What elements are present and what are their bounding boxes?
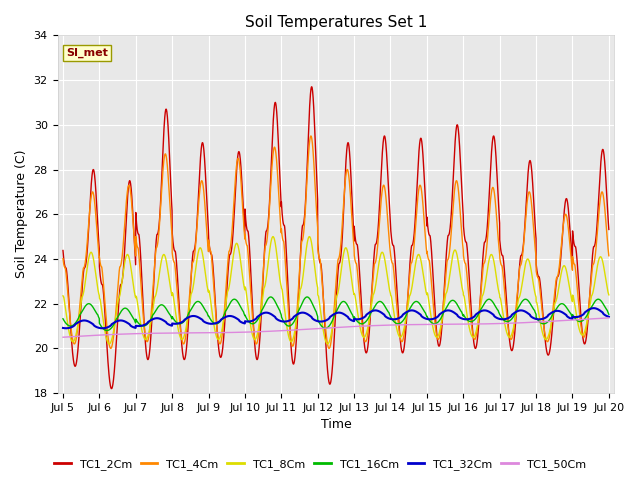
Line: TC1_8Cm: TC1_8Cm [63,237,609,344]
TC1_16Cm [316,321,323,326]
TC1_2Cm [316,259,323,264]
TC1_16Cm [428,320,436,326]
TC1_16Cm [490,300,497,306]
TC1_8Cm [157,259,165,265]
TC1_16Cm [605,311,612,316]
TC1_4Cm [490,185,497,191]
TC1_4Cm [458,238,466,244]
TC1_50Cm [489,321,497,326]
TC1_4Cm [605,248,612,254]
TC1_50Cm [458,321,466,327]
TC1_32Cm [316,319,323,324]
TC1_16Cm [59,316,67,322]
TC1_2Cm [108,386,115,392]
TC1_2Cm [490,133,497,139]
TC1_50Cm [605,315,612,321]
TC1_16Cm [157,302,165,308]
TC1_32Cm [490,312,497,317]
TC1_50Cm [59,335,67,340]
TC1_4Cm [157,194,165,200]
TC1_16Cm [267,294,275,300]
TC1_2Cm [59,248,67,253]
TC1_50Cm [428,322,436,327]
Title: Soil Temperatures Set 1: Soil Temperatures Set 1 [244,15,427,30]
TC1_2Cm [605,219,612,225]
TC1_2Cm [157,187,165,192]
TC1_4Cm [316,256,323,262]
TC1_8Cm [605,292,612,298]
Line: TC1_50Cm: TC1_50Cm [63,318,609,337]
TC1_32Cm [458,316,466,322]
TC1_32Cm [157,316,165,322]
TC1_4Cm [307,133,315,139]
TC1_8Cm [458,286,466,292]
TC1_4Cm [605,253,612,259]
TC1_32Cm [59,325,67,331]
TC1_4Cm [59,256,67,262]
TC1_4Cm [107,346,115,351]
TC1_32Cm [428,316,436,322]
TC1_8Cm [269,234,277,240]
TC1_8Cm [316,301,323,307]
TC1_2Cm [605,227,612,232]
Line: TC1_2Cm: TC1_2Cm [63,87,609,389]
X-axis label: Time: Time [321,419,351,432]
Line: TC1_16Cm: TC1_16Cm [63,297,609,331]
TC1_8Cm [59,293,67,299]
TC1_16Cm [458,311,466,317]
TC1_50Cm [604,315,612,321]
TC1_2Cm [428,258,436,264]
Line: TC1_32Cm: TC1_32Cm [63,308,609,328]
Text: SI_met: SI_met [66,48,108,58]
TC1_2Cm [458,198,466,204]
TC1_8Cm [605,290,612,296]
TC1_4Cm [428,288,436,294]
TC1_2Cm [308,84,316,90]
TC1_32Cm [590,305,598,311]
TC1_8Cm [106,341,113,347]
TC1_50Cm [316,325,323,331]
TC1_32Cm [62,325,70,331]
Legend: TC1_2Cm, TC1_4Cm, TC1_8Cm, TC1_16Cm, TC1_32Cm, TC1_50Cm: TC1_2Cm, TC1_4Cm, TC1_8Cm, TC1_16Cm, TC1… [49,455,591,474]
TC1_16Cm [103,328,111,334]
Line: TC1_4Cm: TC1_4Cm [63,136,609,348]
TC1_16Cm [605,312,612,317]
TC1_8Cm [490,256,497,262]
TC1_32Cm [605,314,612,320]
Y-axis label: Soil Temperature (C): Soil Temperature (C) [15,150,28,278]
TC1_50Cm [157,330,165,336]
TC1_8Cm [428,321,436,326]
TC1_32Cm [605,314,612,320]
